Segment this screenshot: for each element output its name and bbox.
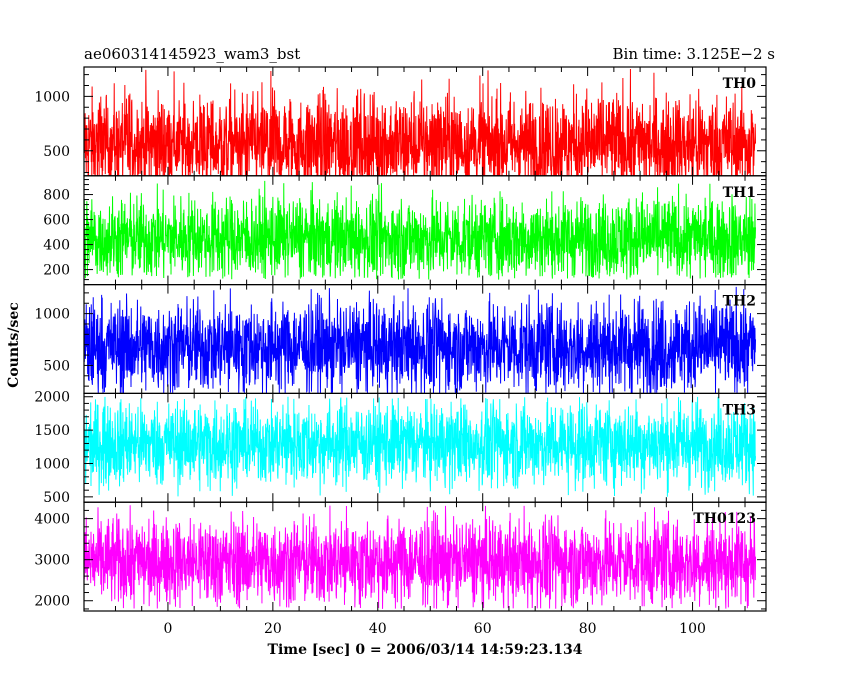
- x-tick-label: 100: [679, 621, 706, 637]
- y-tick-label: 2000: [34, 594, 70, 610]
- x-tick-label: 80: [579, 621, 597, 637]
- panel-frame: [83, 501, 767, 612]
- series-line-th3: [84, 396, 757, 497]
- series-label-th2: TH2: [723, 294, 756, 310]
- y-axis-label: Counts/sec: [6, 302, 22, 388]
- y-tick-label: 400: [43, 238, 70, 254]
- series-line-th1: [84, 180, 757, 280]
- y-tick-label: 1000: [34, 307, 70, 323]
- y-tick-label: 3000: [34, 553, 70, 569]
- series-line-th0123: [84, 505, 757, 609]
- panel-th1: 200 400 600 800 TH1: [43, 175, 767, 286]
- y-tick-label: 600: [43, 213, 70, 229]
- panel-th0123: 2000 3000 4000 TH0123: [34, 501, 767, 612]
- y-tick-label: 200: [43, 263, 70, 279]
- chart-title-right: Bin time: 3.125E−2 s: [613, 45, 775, 63]
- y-tick-label: 1000: [34, 89, 70, 105]
- panels-group: 500 1000 TH0 200 400 600 800 TH1 500 1000 TH2 500 10…: [34, 66, 767, 612]
- panel-th0: 500 1000 TH0: [34, 66, 767, 177]
- y-tick-label: 2000: [34, 390, 70, 406]
- panel-th3: 500 1000 1500 2000 TH3: [34, 390, 767, 506]
- series-label-th0: TH0: [723, 76, 757, 92]
- y-tick-label: 800: [43, 188, 70, 204]
- y-tick-label: 1500: [34, 423, 70, 439]
- y-tick-label: 4000: [34, 512, 70, 528]
- series-line-th0: [84, 68, 757, 176]
- series-label-th3: TH3: [723, 402, 756, 418]
- y-tick-label: 1000: [34, 456, 70, 472]
- series-line-th2: [84, 286, 757, 394]
- series-label-th0123: TH0123: [693, 511, 756, 527]
- y-tick-label: 500: [43, 358, 70, 374]
- panel-th2: 500 1000 TH2: [34, 284, 767, 395]
- x-axis-label: Time [sec] 0 = 2006/03/14 14:59:23.134: [268, 642, 583, 658]
- chart-title-left: ae060314145923_wam3_bst: [84, 45, 300, 63]
- series-label-th1: TH1: [723, 185, 756, 201]
- x-tick-label: 60: [474, 621, 492, 637]
- y-tick-label: 500: [43, 490, 70, 506]
- x-tick-label: 0: [163, 621, 172, 637]
- x-tick-label: 20: [264, 621, 282, 637]
- x-axis: 0 20 40 60 80 100: [163, 621, 705, 637]
- x-tick-label: 40: [369, 621, 387, 637]
- y-tick-label: 500: [43, 144, 70, 160]
